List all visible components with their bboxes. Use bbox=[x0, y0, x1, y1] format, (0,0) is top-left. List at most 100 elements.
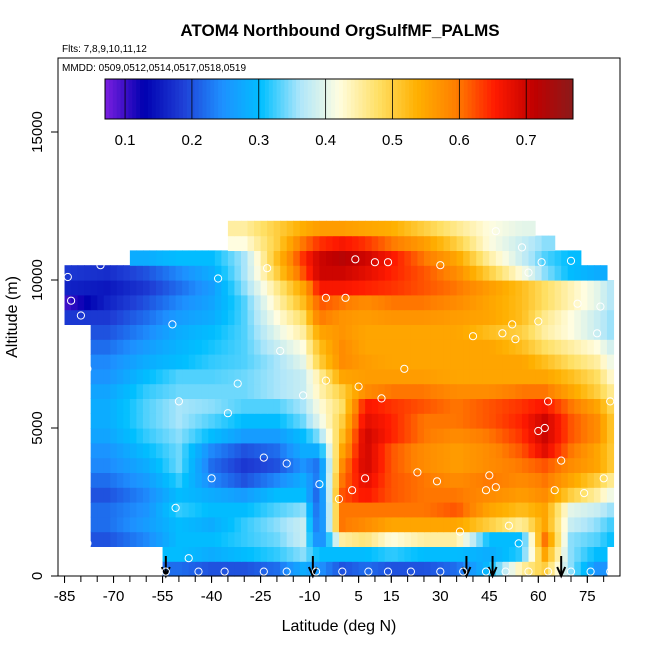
heatmap-cell bbox=[430, 324, 438, 340]
heatmap-cell bbox=[306, 368, 314, 385]
heatmap-cell bbox=[469, 502, 477, 518]
colorbar-segment bbox=[498, 79, 504, 119]
heatmap-cell bbox=[489, 531, 497, 547]
heatmap-cell bbox=[214, 265, 222, 281]
heatmap-cell bbox=[306, 354, 314, 370]
colorbar-segment bbox=[479, 79, 484, 119]
heatmap-cell bbox=[600, 472, 608, 488]
heatmap-cell bbox=[469, 368, 477, 385]
colorbar-segment bbox=[385, 79, 391, 119]
heatmap-cell bbox=[430, 487, 438, 503]
heatmap-cell bbox=[443, 220, 451, 237]
colorbar-tick-label: 0.7 bbox=[516, 132, 537, 149]
heatmap-cell bbox=[417, 472, 425, 488]
heatmap-cell bbox=[587, 561, 595, 577]
heatmap-cell bbox=[103, 354, 111, 370]
colorbar-segment bbox=[362, 79, 367, 119]
heatmap-cell bbox=[489, 502, 497, 518]
heatmap-cell bbox=[123, 368, 131, 385]
heatmap-cell bbox=[606, 368, 615, 385]
heatmap-cell bbox=[90, 428, 98, 444]
heatmap-cell bbox=[234, 339, 242, 355]
heatmap-cell bbox=[580, 354, 588, 370]
heatmap-cell bbox=[267, 235, 275, 251]
heatmap-cell bbox=[332, 472, 340, 488]
heatmap-cell bbox=[227, 354, 236, 370]
heatmap-cell bbox=[286, 250, 294, 266]
heatmap-cell bbox=[378, 428, 386, 444]
heatmap-cell bbox=[142, 368, 151, 385]
heatmap-cell bbox=[463, 442, 471, 459]
heatmap-cell bbox=[469, 472, 477, 488]
heatmap-cell bbox=[450, 487, 458, 503]
heatmap-cell bbox=[463, 472, 471, 488]
measurement-point bbox=[537, 258, 546, 267]
heatmap-cell bbox=[142, 339, 151, 355]
heatmap-cell bbox=[502, 457, 510, 473]
heatmap-cell bbox=[378, 502, 386, 518]
heatmap-cell bbox=[476, 294, 484, 311]
heatmap-cell bbox=[260, 472, 268, 488]
heatmap-cell bbox=[312, 280, 320, 296]
colorbar-segment bbox=[108, 79, 114, 119]
heatmap-cell bbox=[528, 324, 536, 340]
heatmap-cell bbox=[286, 309, 294, 325]
heatmap-cell bbox=[240, 309, 249, 325]
heatmap-cell bbox=[443, 339, 451, 355]
heatmap-cell bbox=[267, 531, 275, 547]
measurement-point bbox=[455, 527, 464, 536]
heatmap-cell bbox=[286, 220, 294, 237]
heatmap-cell bbox=[175, 309, 183, 325]
heatmap-cell bbox=[580, 516, 588, 533]
heatmap-cell bbox=[417, 265, 425, 281]
heatmap-cell bbox=[384, 339, 392, 355]
measurement-point bbox=[491, 483, 500, 492]
heatmap-cell bbox=[541, 442, 549, 459]
heatmap-cell bbox=[456, 235, 464, 251]
heatmap-cell bbox=[195, 442, 203, 459]
heatmap-cell bbox=[352, 383, 360, 399]
heatmap-cell bbox=[463, 339, 471, 355]
heatmap-cell bbox=[267, 294, 275, 311]
heatmap-cell bbox=[384, 265, 392, 281]
heatmap-cell bbox=[561, 354, 569, 370]
heatmap-cell bbox=[358, 502, 366, 518]
heatmap-cell bbox=[142, 309, 151, 325]
heatmap-cell bbox=[600, 309, 608, 325]
y-tick-label: 15000 bbox=[29, 111, 46, 153]
heatmap-cell bbox=[254, 324, 262, 340]
heatmap-cell bbox=[273, 502, 281, 518]
heatmap-cell bbox=[541, 383, 549, 399]
heatmap-cell bbox=[391, 309, 399, 325]
heatmap-cell bbox=[286, 502, 294, 518]
heatmap-cell bbox=[495, 472, 503, 488]
heatmap-cell bbox=[502, 398, 510, 414]
heatmap-cell bbox=[417, 220, 425, 237]
heatmap-cell bbox=[515, 546, 523, 562]
heatmap-cell bbox=[502, 339, 510, 355]
heatmap-cell bbox=[352, 428, 360, 444]
heatmap-cell bbox=[430, 309, 438, 325]
heatmap-cell bbox=[600, 442, 608, 459]
heatmap-cell bbox=[378, 339, 386, 355]
heatmap-cell bbox=[293, 546, 301, 562]
heatmap-cell bbox=[469, 531, 477, 547]
heatmap-cell bbox=[162, 324, 170, 340]
heatmap-cell bbox=[234, 398, 242, 414]
heatmap-cell bbox=[234, 502, 242, 518]
heatmap-cell bbox=[136, 398, 144, 414]
heatmap-cell bbox=[528, 280, 536, 296]
measurement-point bbox=[76, 533, 86, 542]
heatmap-cell bbox=[502, 309, 510, 325]
heatmap-cell bbox=[247, 457, 255, 473]
heatmap-cell bbox=[293, 220, 301, 237]
heatmap-cell bbox=[508, 487, 517, 503]
heatmap-cell bbox=[463, 250, 471, 266]
heatmap-cell bbox=[234, 472, 242, 488]
heatmap-cell bbox=[437, 546, 445, 562]
heatmap-cell bbox=[528, 250, 536, 266]
heatmap-cell bbox=[201, 561, 209, 577]
heatmap-cell bbox=[234, 531, 242, 547]
heatmap-cell bbox=[456, 546, 464, 562]
colorbar: 0.1 0.2 0.3 0.4 0.5 0.6 0.7 bbox=[104, 78, 574, 149]
